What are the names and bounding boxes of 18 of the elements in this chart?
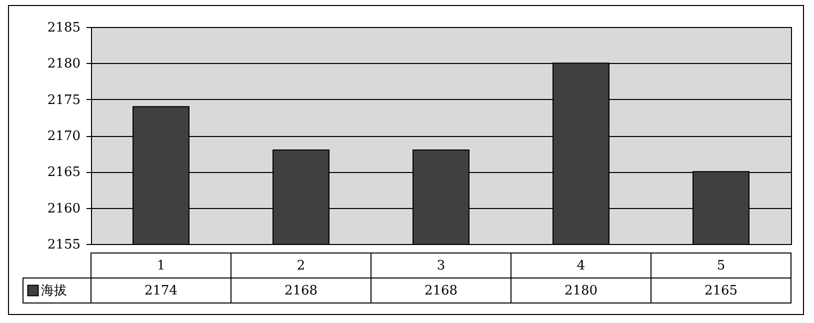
data-label: 2174 — [144, 284, 178, 298]
y-tick-label: 2165 — [47, 165, 80, 180]
x-tick-label: 1 — [156, 258, 166, 274]
y-tick-label: 2170 — [47, 129, 80, 144]
y-tick-label: 2155 — [47, 238, 80, 252]
data-label: 2180 — [564, 284, 598, 298]
x-tick-label: 5 — [716, 258, 726, 274]
y-tick-label: 2185 — [47, 20, 80, 36]
data-label: 2165 — [704, 284, 738, 298]
x-tick-label: 2 — [296, 258, 306, 274]
x-tick-label: 4 — [576, 258, 586, 274]
x-tick-label: 3 — [436, 258, 446, 274]
y-tick-label: 2180 — [47, 56, 80, 72]
y-tick-label: 2175 — [47, 92, 80, 108]
y-tick-label: 2160 — [47, 201, 80, 216]
legend-label: 海拔 — [41, 284, 67, 298]
data-label: 2168 — [424, 284, 458, 298]
data-label: 2168 — [284, 284, 318, 298]
